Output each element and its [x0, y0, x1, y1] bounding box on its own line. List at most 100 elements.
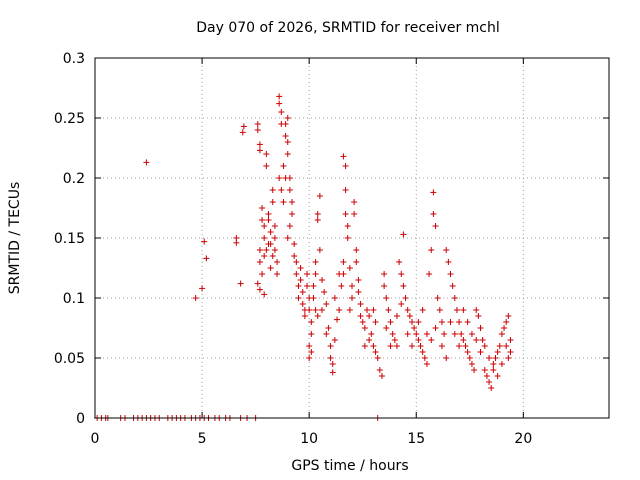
data-point	[265, 211, 272, 217]
axis-ticks: 0 0.05 0.1 0.15 0.2 0.25 0.3 0 5 10 15 20	[54, 51, 609, 447]
data-point	[329, 369, 336, 376]
data-point	[263, 151, 270, 157]
data-point	[486, 355, 493, 361]
data-point	[458, 331, 465, 337]
data-point	[284, 235, 291, 241]
data-point	[494, 373, 501, 379]
data-point	[363, 307, 370, 313]
data-point	[278, 109, 285, 115]
data-point	[240, 123, 247, 130]
data-point	[408, 319, 415, 325]
data-point	[490, 361, 497, 367]
data-point	[419, 307, 426, 313]
data-point	[342, 163, 349, 169]
data-point	[415, 337, 422, 343]
data-point	[385, 307, 392, 313]
data-point	[428, 337, 435, 343]
data-point	[423, 361, 430, 367]
data-point	[447, 319, 454, 325]
data-point	[353, 247, 360, 253]
data-point	[295, 283, 302, 289]
data-point	[406, 313, 413, 319]
data-point	[372, 319, 379, 325]
data-point	[299, 301, 306, 307]
data-point	[393, 313, 400, 319]
data-point	[334, 316, 341, 323]
data-point	[314, 217, 321, 223]
data-point	[423, 331, 430, 337]
data-point	[503, 343, 510, 349]
data-point	[265, 241, 272, 247]
y-tick-label: 0.25	[54, 111, 85, 127]
data-point	[306, 343, 313, 349]
data-point	[342, 187, 349, 193]
data-point	[387, 319, 394, 325]
data-point	[256, 147, 263, 154]
data-point	[468, 331, 475, 337]
data-point	[321, 289, 328, 295]
data-point	[233, 239, 240, 246]
data-point	[357, 301, 364, 307]
data-point	[460, 337, 467, 343]
data-point	[310, 283, 317, 289]
data-point	[312, 271, 319, 277]
data-point	[199, 285, 206, 292]
y-tick-label: 0.2	[63, 171, 85, 187]
data-point	[453, 307, 460, 313]
data-point	[297, 277, 304, 283]
data-point	[308, 349, 315, 355]
data-point	[400, 283, 407, 289]
data-point	[329, 361, 336, 367]
plot-frame	[94, 57, 610, 419]
y-tick-label: 0	[76, 411, 85, 427]
data-point	[265, 217, 272, 223]
data-point	[261, 223, 268, 229]
data-point	[284, 115, 291, 121]
data-point	[486, 379, 493, 385]
data-point	[263, 163, 270, 169]
data-point	[494, 349, 501, 355]
data-point	[359, 319, 366, 325]
x-tick-label: 0	[91, 431, 100, 447]
data-point	[239, 129, 246, 136]
data-point	[456, 343, 463, 349]
data-point	[289, 211, 296, 217]
data-point	[280, 199, 287, 205]
data-point	[361, 343, 368, 349]
data-point	[256, 259, 263, 265]
data-point	[261, 235, 268, 241]
data-point	[319, 307, 326, 313]
y-axis-label: SRMTID / TECUs	[7, 182, 23, 295]
data-point	[445, 259, 452, 265]
data-point	[402, 295, 409, 301]
data-point	[286, 187, 293, 193]
data-point	[295, 295, 302, 301]
data-point	[293, 259, 300, 265]
data-point	[301, 313, 308, 319]
data-point	[192, 295, 199, 301]
data-point	[331, 295, 338, 301]
data-point	[316, 193, 323, 199]
data-point	[477, 325, 484, 331]
data-point	[299, 289, 306, 295]
data-point	[203, 255, 210, 262]
data-point	[256, 141, 263, 148]
data-point	[398, 301, 405, 307]
data-point	[346, 307, 353, 313]
data-point	[308, 331, 315, 337]
data-point	[413, 331, 420, 337]
data-point	[346, 265, 353, 271]
data-point	[505, 355, 512, 361]
data-point	[451, 331, 458, 337]
data-point	[254, 280, 261, 287]
data-point	[314, 313, 321, 319]
data-point	[404, 331, 411, 337]
data-point	[349, 295, 355, 301]
data-point	[400, 231, 407, 238]
data-point	[376, 367, 383, 373]
data-point	[505, 313, 512, 319]
data-point	[278, 187, 285, 193]
data-point	[443, 355, 450, 361]
data-point	[254, 127, 261, 133]
